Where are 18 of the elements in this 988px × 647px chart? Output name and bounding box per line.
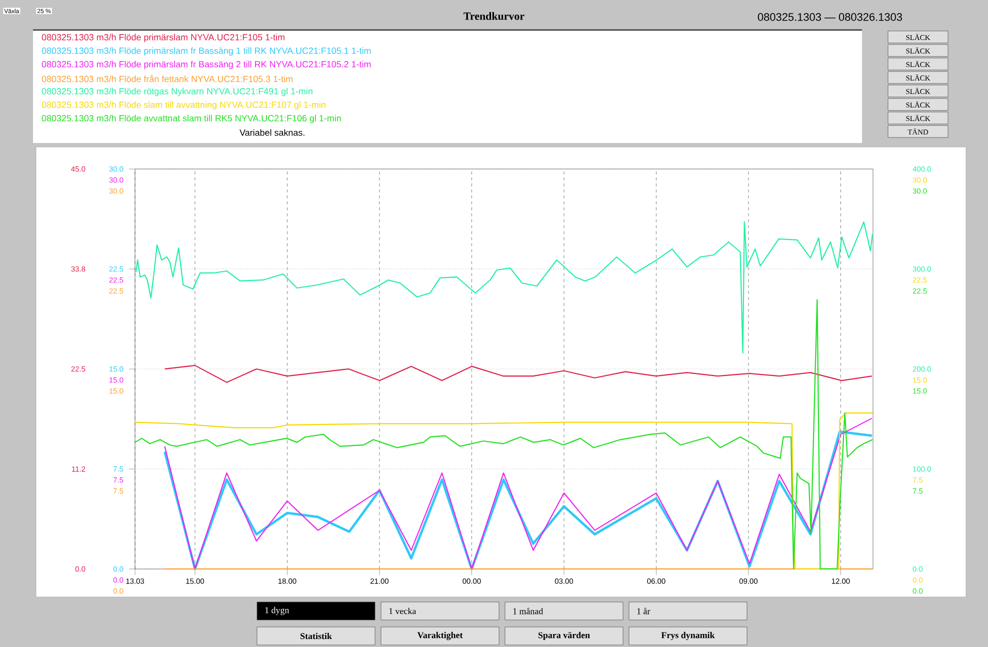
chart-title: Trendkurvor [464,12,524,20]
text: 1 månad [513,608,544,614]
text: 080325.1303 m3/h Flöde slam till avvattning NYVA.UC21:F107 gl 1-min [42,101,326,110]
text: 1 vecka [389,608,416,614]
text: 080325.1303 m3/h Flöde rötgas Nykvarn NYVA.UC21:F491 gl 1-min [42,88,312,96]
text: 080325.1303 m3/h Flöde primärslam fr Bassäng 1 till RK NYVA.UC21:F105.1 1-tim [42,47,371,56]
text: 080325.1303 m3/h Flöde avvattnat slam till RK5 NYVA.UC21:F106 gl 1-min [42,114,341,124]
text: 080325.1303 m3/h Flöde primärslam fr Bassäng 2 till RK NYVA.UC21:F105.2 1-tim [42,60,371,70]
text: Statistik [300,632,332,640]
text: Varaktighet [417,632,463,640]
text: Variabel saknas. [240,129,304,136]
text: Frys dynamik [661,632,715,640]
chart-subtitle: 080325.1303 — 080326.1303 [758,13,902,21]
text: 1 dygn [265,606,290,616]
text: 1 år [637,608,650,614]
text: 080325.1303 m3/h Flöde primärslam NYVA.UC21:F105 1-tim [42,34,284,42]
text: Spara värden [538,632,590,640]
text: 080325.1303 m3/h Flöde från fettank NYVA.UC21:F105.3 1-tim [42,74,292,82]
